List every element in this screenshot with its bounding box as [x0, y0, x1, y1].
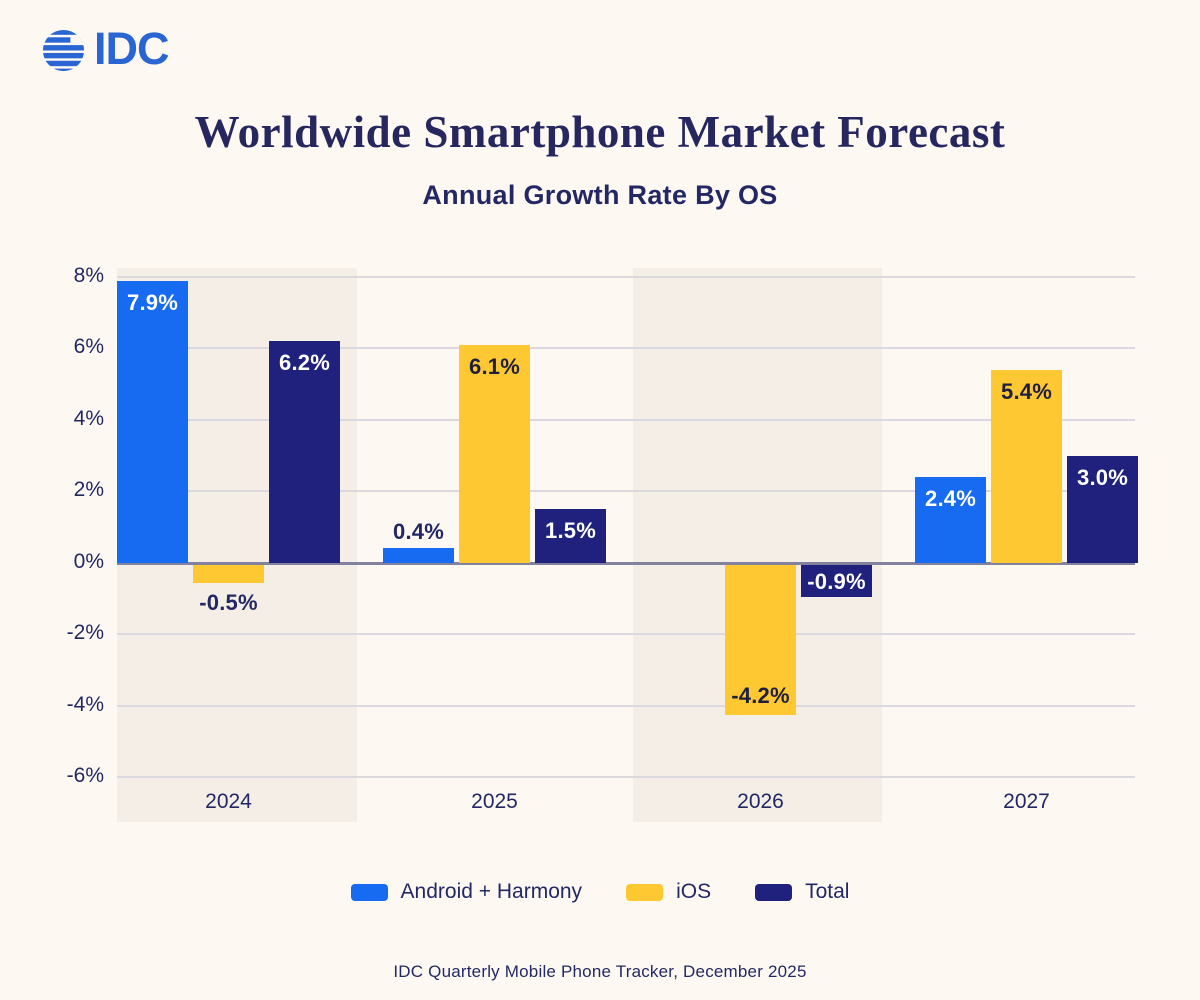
legend-label: Total	[805, 880, 850, 903]
bar-value-label: -0.9%	[807, 568, 866, 594]
y-tick-label: 2%	[73, 478, 104, 502]
gridline-2%	[117, 490, 1135, 493]
gridline--4%	[117, 704, 1135, 707]
bar-value-label: 6.2%	[279, 350, 330, 376]
zero-gridline	[117, 561, 1135, 565]
y-tick-label: -6%	[66, 763, 104, 787]
x-tick-label-2027: 2027	[1003, 790, 1050, 813]
highlight-band-2026	[633, 268, 882, 822]
bar-value-label: 3.0%	[1077, 464, 1128, 490]
y-tick-label: 6%	[73, 335, 104, 359]
x-tick-label-2026: 2026	[737, 790, 784, 813]
bar-value-label: 5.4%	[1001, 378, 1052, 404]
bar-total-2027	[1067, 455, 1138, 563]
legend-item-ios: iOS	[626, 880, 711, 904]
gridline-4%	[117, 418, 1135, 421]
legend-item-total: Total	[755, 880, 849, 904]
bar-android-harmony-2024	[117, 280, 188, 563]
idc-logo-text: IDC	[94, 23, 169, 74]
bar-total-2024	[269, 341, 340, 563]
page-title: Worldwide Smartphone Market Forecast	[194, 107, 1006, 157]
legend-item-android-harmony: Android + Harmony	[350, 880, 583, 904]
y-tick-label: -4%	[66, 692, 104, 716]
bar-value-label: 2.4%	[925, 485, 976, 511]
bar-value-label: 7.9%	[127, 289, 178, 315]
bar-ios-2027	[991, 369, 1062, 563]
gridline-6%	[117, 347, 1135, 350]
chart-legend: Android + Harmony iOS Total	[0, 880, 1200, 904]
legend-label: iOS	[676, 880, 712, 903]
legend-swatch	[755, 883, 793, 901]
bar-android-harmony-2027	[915, 476, 986, 563]
source-note: IDC Quarterly Mobile Phone Tracker, Dece…	[393, 962, 807, 981]
bar-total-2026	[801, 564, 872, 597]
bar-value-label: 0.4%	[393, 519, 444, 545]
gridline--6%	[117, 775, 1135, 778]
idc-globe-icon	[42, 29, 85, 72]
y-tick-label: 0%	[73, 549, 104, 573]
y-tick-label: 4%	[73, 406, 104, 430]
bar-value-label: 6.1%	[469, 353, 520, 379]
legend-swatch	[626, 883, 664, 901]
idc-logo: IDC	[40, 23, 169, 74]
bar-ios-2025	[459, 344, 530, 563]
gridline--2%	[117, 633, 1135, 636]
bar-value-label: -0.5%	[199, 589, 258, 615]
y-tick-label: 8%	[73, 264, 104, 287]
gridline-8%	[117, 276, 1135, 278]
x-tick-label-2024: 2024	[205, 790, 252, 813]
bar-value-label: 1.5%	[545, 518, 596, 544]
bar-ios-2026	[725, 564, 796, 715]
y-tick-label: -2%	[66, 621, 104, 645]
bar-android-harmony-2025	[383, 548, 454, 563]
page-subtitle: Annual Growth Rate By OS	[422, 180, 778, 210]
bar-value-label: -4.2%	[731, 682, 790, 708]
bar-ios-2024	[193, 564, 264, 583]
bar-total-2025	[535, 509, 606, 563]
x-tick-label-2025: 2025	[471, 790, 518, 813]
legend-swatch	[350, 883, 388, 901]
legend-label: Android + Harmony	[400, 880, 583, 903]
